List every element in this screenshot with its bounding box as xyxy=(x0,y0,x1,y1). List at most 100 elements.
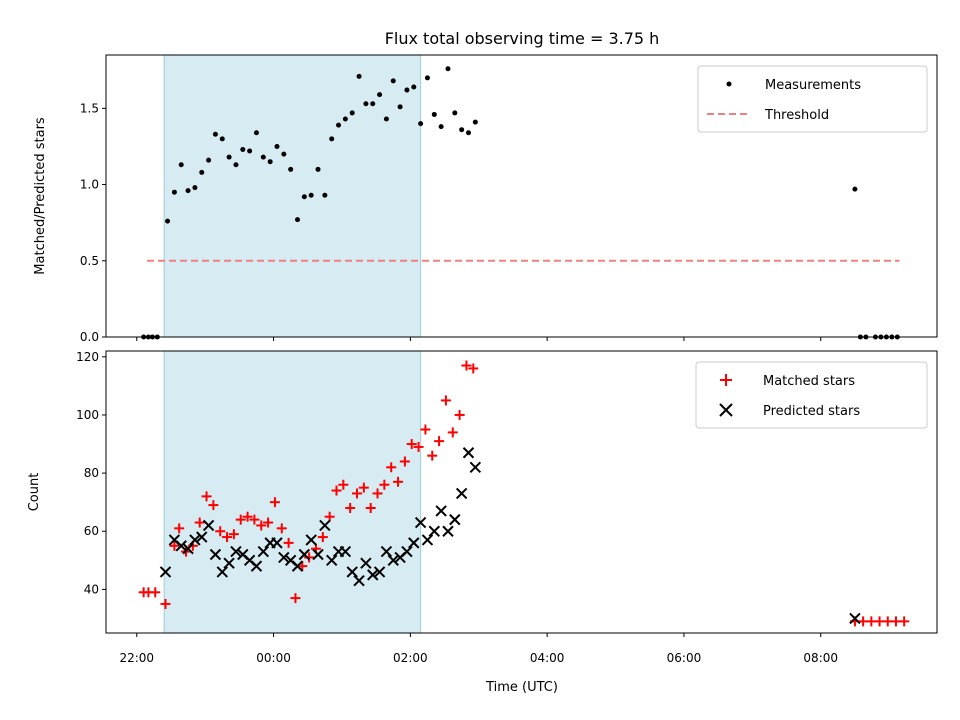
matched-stars-point xyxy=(386,462,397,473)
legend-marker-measurements xyxy=(726,81,732,87)
matched-stars-point xyxy=(420,424,431,435)
measurement-point xyxy=(377,92,383,98)
ratio-panel: 0.0 0.5 1.0 1.5 Matched/Predicted stars Mea… xyxy=(33,54,938,344)
predicted-stars-point xyxy=(175,540,187,552)
measurement-point xyxy=(308,192,314,198)
measurement-point xyxy=(349,110,355,116)
predicted-stars-point xyxy=(216,566,228,578)
bottom-axes-frame xyxy=(105,350,938,634)
y-tick-label: 1.5 xyxy=(80,101,99,115)
x-tick-label: 06:00 xyxy=(667,651,702,665)
matched-stars-point xyxy=(365,502,376,513)
legend-label-threshold: Threshold xyxy=(764,108,829,123)
bottom-series xyxy=(138,360,910,627)
legend-marker-predicted-stars xyxy=(719,403,733,417)
measurement-point xyxy=(342,116,348,122)
measurement-point xyxy=(281,151,287,157)
matched-stars-point xyxy=(324,511,335,522)
predicted-stars-point xyxy=(462,447,475,459)
measurement-point xyxy=(178,162,184,168)
predicted-stars-point xyxy=(346,566,358,578)
matched-stars-point xyxy=(317,532,328,543)
legend-label-predicted-stars: Predicted stars xyxy=(763,404,860,419)
predicted-stars-point xyxy=(305,534,317,546)
matched-stars-point xyxy=(169,540,180,551)
predicted-stars-point xyxy=(250,560,263,572)
measurement-point xyxy=(404,87,410,93)
measurement-point xyxy=(445,66,451,72)
measurement-point xyxy=(267,159,273,165)
top-x-axis-ticks xyxy=(136,337,822,341)
measurement-point xyxy=(185,188,191,194)
measurement-point xyxy=(329,136,335,142)
predicted-stars-point xyxy=(849,612,861,625)
x-tick-label: 00:00 xyxy=(256,651,291,665)
measurement-point xyxy=(370,101,376,107)
measurement-point xyxy=(383,116,389,122)
measurement-point xyxy=(219,136,225,142)
measurement-point xyxy=(356,73,362,79)
matched-stars-point xyxy=(201,491,212,502)
predicted-stars-point xyxy=(230,545,242,558)
measurement-point xyxy=(465,130,471,136)
predicted-stars-point xyxy=(360,557,372,569)
predicted-stars-point xyxy=(435,505,447,517)
y-tick-label: 40 xyxy=(84,582,99,596)
measurement-point xyxy=(418,121,424,127)
predicted-stars-point xyxy=(408,537,420,549)
measurement-point xyxy=(212,131,218,137)
predicted-stars-point xyxy=(325,554,338,567)
measurement-point xyxy=(322,192,328,198)
matched-stars-point xyxy=(372,488,383,499)
predicted-stars-point xyxy=(196,531,208,543)
measurement-point xyxy=(411,84,417,90)
measurement-point xyxy=(472,119,478,125)
measurement-point xyxy=(301,194,307,200)
bottom-y-axis-ticks: 40 60 80 100 120 xyxy=(76,350,106,596)
measurement-point xyxy=(192,185,198,191)
y-tick-label: 80 xyxy=(84,466,99,480)
matched-stars-point xyxy=(194,517,205,528)
measurement-point xyxy=(206,157,212,163)
predicted-stars-point xyxy=(421,534,434,546)
bottom-x-axis-ticks: 22:00 00:00 02:00 04:00 06:00 08:00 xyxy=(119,633,838,665)
y-tick-label: 60 xyxy=(84,524,99,538)
matched-stars-point xyxy=(379,479,390,490)
legend-label-measurements: Measurements xyxy=(765,78,861,93)
matched-stars-point xyxy=(440,395,451,406)
measurement-point xyxy=(171,189,177,195)
top-legend: Measurements Threshold xyxy=(697,65,928,133)
matched-stars-point xyxy=(283,537,294,548)
predicted-stars-point xyxy=(455,487,468,500)
matched-stars-point xyxy=(345,502,356,513)
predicted-stars-point xyxy=(387,554,399,567)
matched-stars-point xyxy=(461,360,472,371)
bottom-legend: Matched stars Predicted stars xyxy=(695,361,928,429)
predicted-stars-point xyxy=(271,537,283,549)
predicted-stars-point xyxy=(291,560,304,572)
matched-stars-point xyxy=(235,514,246,525)
measurement-point xyxy=(438,124,444,130)
matched-stars-point xyxy=(434,436,445,447)
predicted-stars-point xyxy=(380,545,393,558)
predicted-stars-point xyxy=(223,557,235,569)
x-tick-label: 02:00 xyxy=(393,651,428,665)
y-tick-label: 1.0 xyxy=(80,178,99,192)
matched-stars-point xyxy=(215,526,226,537)
measurement-point xyxy=(288,166,294,172)
measurement-point xyxy=(165,218,171,224)
predicted-stars-point xyxy=(257,545,270,558)
y-tick-label: 100 xyxy=(76,408,99,422)
count-panel: 40 60 80 100 120 22:00 00:00 02:00 04:00 06:00 08… xyxy=(27,350,938,695)
x-tick-label: 22:00 xyxy=(119,651,154,665)
matched-stars-point xyxy=(160,598,171,609)
matched-stars-point xyxy=(208,500,219,511)
measurement-point xyxy=(260,154,266,160)
predicted-stars-point xyxy=(469,461,482,473)
measurement-point xyxy=(336,122,342,128)
measurement-point xyxy=(240,147,246,153)
matched-stars-point xyxy=(304,552,315,563)
measurement-point xyxy=(363,101,369,107)
measurement-point xyxy=(424,75,430,81)
